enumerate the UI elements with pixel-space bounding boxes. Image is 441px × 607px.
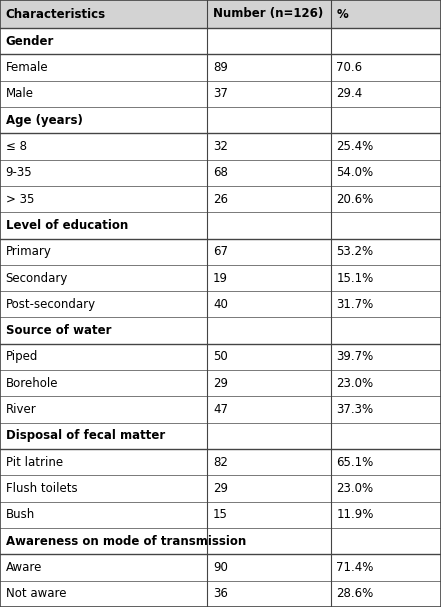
Bar [0, 396, 441, 422]
Text: Flush toilets: Flush toilets [6, 482, 77, 495]
Text: Not aware: Not aware [6, 588, 66, 600]
Bar [0, 265, 441, 291]
Bar [0, 528, 441, 554]
Bar [0, 107, 441, 134]
Bar [0, 160, 441, 186]
Text: 89: 89 [213, 61, 228, 74]
Bar [0, 475, 441, 502]
Text: Gender: Gender [6, 35, 54, 48]
Text: 50: 50 [213, 350, 228, 364]
Text: 28.6%: 28.6% [336, 588, 374, 600]
Text: 47: 47 [213, 403, 228, 416]
Text: 26: 26 [213, 192, 228, 206]
Text: Level of education: Level of education [6, 219, 128, 232]
Bar [0, 344, 441, 370]
Bar [0, 554, 441, 581]
Text: River: River [6, 403, 37, 416]
Bar [0, 370, 441, 396]
Text: 31.7%: 31.7% [336, 298, 374, 311]
Text: 36: 36 [213, 588, 228, 600]
Text: Secondary: Secondary [6, 271, 68, 285]
Text: 11.9%: 11.9% [336, 509, 374, 521]
Text: 29: 29 [213, 482, 228, 495]
Text: Awareness on mode of transmission: Awareness on mode of transmission [6, 535, 246, 548]
Text: 70.6: 70.6 [336, 61, 363, 74]
Bar [0, 502, 441, 528]
Bar [0, 239, 441, 265]
Text: 25.4%: 25.4% [336, 140, 374, 153]
Bar [0, 212, 441, 239]
Text: 23.0%: 23.0% [336, 377, 374, 390]
Text: 53.2%: 53.2% [336, 245, 374, 258]
Bar [0, 422, 441, 449]
Text: Borehole: Borehole [6, 377, 58, 390]
Text: Pit latrine: Pit latrine [6, 456, 63, 469]
Text: 23.0%: 23.0% [336, 482, 374, 495]
Text: 65.1%: 65.1% [336, 456, 374, 469]
Bar [0, 291, 441, 317]
Text: 71.4%: 71.4% [336, 561, 374, 574]
Text: Source of water: Source of water [6, 324, 111, 337]
Bar [0, 449, 441, 475]
Text: Female: Female [6, 61, 49, 74]
Text: 20.6%: 20.6% [336, 192, 374, 206]
Text: Characteristics: Characteristics [6, 7, 106, 21]
Text: Male: Male [6, 87, 34, 100]
Text: 37.3%: 37.3% [336, 403, 374, 416]
Text: ≤ 8: ≤ 8 [6, 140, 27, 153]
Text: 37: 37 [213, 87, 228, 100]
Text: 19: 19 [213, 271, 228, 285]
Text: 67: 67 [213, 245, 228, 258]
Text: > 35: > 35 [6, 192, 34, 206]
Bar [0, 81, 441, 107]
Text: 90: 90 [213, 561, 228, 574]
Text: %: % [336, 7, 348, 21]
Text: Primary: Primary [6, 245, 52, 258]
Bar [0, 134, 441, 160]
Text: 54.0%: 54.0% [336, 166, 374, 179]
Text: 82: 82 [213, 456, 228, 469]
Text: Bush: Bush [6, 509, 35, 521]
Text: Post-secondary: Post-secondary [6, 298, 96, 311]
Text: 29.4: 29.4 [336, 87, 363, 100]
Bar [0, 317, 441, 344]
Bar [0, 581, 441, 607]
Text: 15: 15 [213, 509, 228, 521]
Text: Piped: Piped [6, 350, 38, 364]
Text: Aware: Aware [6, 561, 42, 574]
Bar [0, 54, 441, 81]
Text: 9-35: 9-35 [6, 166, 32, 179]
Text: Number (n=126): Number (n=126) [213, 7, 323, 21]
Text: 32: 32 [213, 140, 228, 153]
Text: Disposal of fecal matter: Disposal of fecal matter [6, 429, 165, 443]
Bar [0, 0, 441, 28]
Text: 29: 29 [213, 377, 228, 390]
Text: 39.7%: 39.7% [336, 350, 374, 364]
Text: 68: 68 [213, 166, 228, 179]
Text: Age (years): Age (years) [6, 114, 82, 127]
Text: 40: 40 [213, 298, 228, 311]
Bar [0, 186, 441, 212]
Bar [0, 28, 441, 54]
Text: 15.1%: 15.1% [336, 271, 374, 285]
